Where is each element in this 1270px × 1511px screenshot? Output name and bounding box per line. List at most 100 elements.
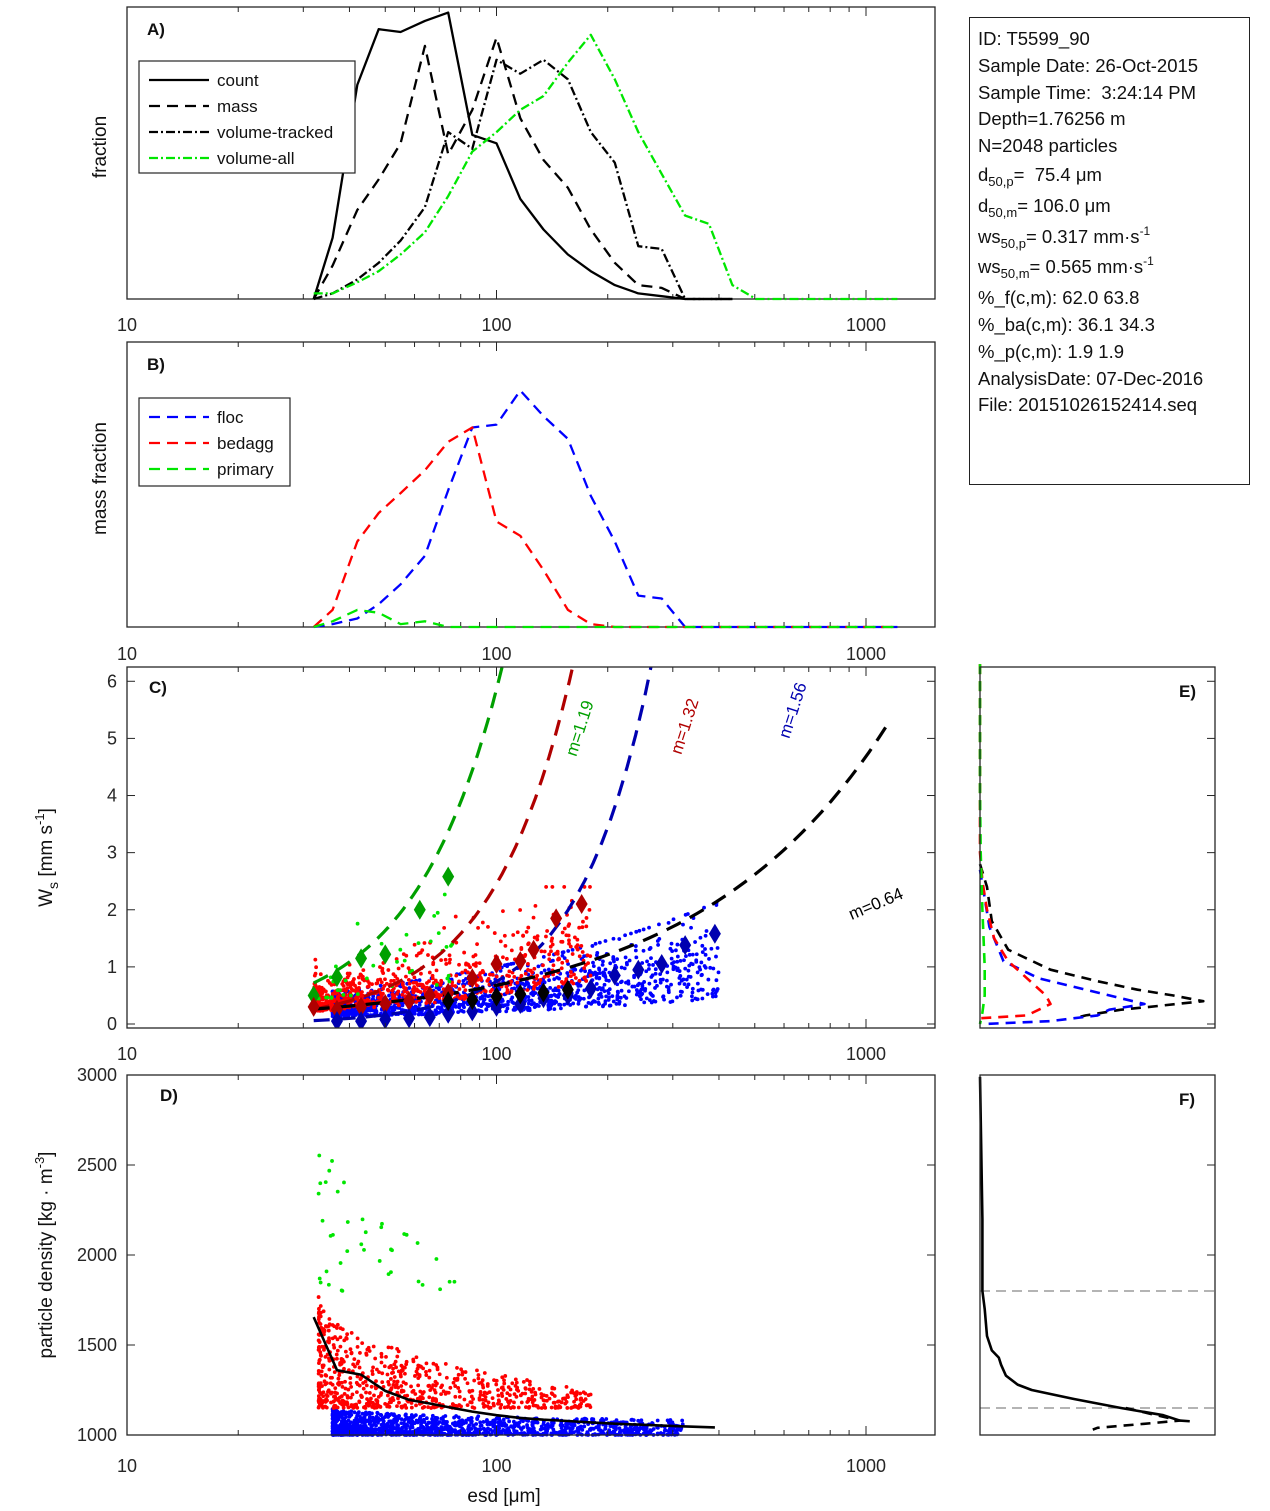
scatter-point-floc: [452, 1423, 457, 1427]
scatter-point-bedagg: [376, 1403, 381, 1408]
scatter-point-bedagg: [457, 962, 461, 967]
scatter-point-bedagg: [560, 939, 565, 944]
scatter-point-floc: [690, 990, 695, 995]
scatter-point-bedagg: [342, 1366, 346, 1371]
legend-label: count: [217, 71, 259, 90]
scatter-point-floc: [689, 925, 693, 930]
scatter-point-floc: [680, 990, 684, 994]
scatter-point-bedagg: [321, 1390, 326, 1395]
scatter-point-bedagg: [463, 1376, 467, 1381]
scatter-point-bedagg: [317, 1390, 322, 1395]
scatter-point-bedagg: [355, 1405, 360, 1410]
scatter-point-floc: [357, 1417, 362, 1422]
scatter-point-floc: [576, 1001, 581, 1006]
scatter-point-floc: [524, 979, 529, 984]
scatter-point-bedagg: [395, 1354, 400, 1359]
scatter-point-floc: [658, 980, 663, 985]
scatter-point-floc: [335, 1428, 340, 1432]
scatter-point-bedagg: [473, 953, 478, 957]
scatter-point-floc: [449, 1429, 454, 1434]
scatter-point-floc: [367, 1410, 372, 1415]
scatter-point-bedagg: [453, 1384, 458, 1388]
profile-line-density-distribution: [978, 1076, 1181, 1422]
scatter-point-floc: [452, 1415, 456, 1420]
scatter-point-bedagg: [379, 1354, 384, 1359]
scatter-point-bedagg: [463, 968, 468, 973]
scatter-point-bedagg: [390, 1371, 394, 1375]
scatter-point-bedagg: [336, 1376, 341, 1381]
scatter-point-floc: [396, 1423, 401, 1428]
scatter-point-bedagg: [343, 996, 348, 1001]
scatter-point-floc: [682, 982, 687, 987]
scatter-point-floc: [488, 998, 493, 1003]
scatter-point-primary: [363, 1230, 368, 1235]
scatter-point-floc: [516, 1424, 521, 1429]
scatter-point-floc: [653, 971, 658, 976]
scatter-point-floc: [483, 993, 488, 998]
binned-mean-marker: [466, 1001, 479, 1022]
scatter-point-floc: [606, 991, 611, 996]
scatter-point-bedagg: [317, 1313, 322, 1318]
scatter-point-floc: [485, 1430, 490, 1435]
scatter-point-floc: [702, 905, 706, 910]
scatter-point-floc: [599, 994, 604, 999]
scatter-point-floc: [369, 1424, 374, 1429]
scatter-point-floc: [648, 991, 653, 996]
scatter-point-bedagg: [524, 929, 529, 934]
scatter-point-bedagg: [448, 957, 452, 962]
scatter-point-bedagg: [480, 920, 485, 925]
binned-mean-marker: [466, 990, 479, 1011]
scatter-point-floc: [371, 1415, 375, 1420]
scatter-point-floc: [643, 988, 647, 993]
scatter-point-bedagg: [584, 1403, 589, 1408]
scatter-point-floc: [587, 1427, 592, 1432]
info-line: N=2048 particles: [978, 135, 1118, 157]
scatter-point-floc: [601, 959, 605, 964]
scatter-point-bedagg: [324, 1324, 329, 1329]
scatter-point-floc: [525, 1432, 530, 1437]
scatter-point-bedagg: [507, 969, 512, 974]
scatter-point-floc: [622, 994, 627, 999]
scatter-point-bedagg: [542, 949, 547, 954]
scatter-point-floc: [550, 958, 555, 963]
scatter-point-bedagg: [402, 985, 406, 990]
scatter-point-floc: [657, 936, 662, 941]
binned-mean-marker: [514, 984, 527, 1005]
scatter-point-floc: [639, 992, 644, 997]
scatter-point-floc: [389, 1419, 394, 1424]
series-line-primary: [313, 608, 898, 629]
scatter-point-bedagg: [372, 1005, 377, 1010]
scatter-point-floc: [647, 963, 651, 967]
scatter-point-floc: [675, 942, 680, 947]
scatter-point-bedagg: [402, 989, 407, 994]
scatter-point-floc: [604, 994, 609, 999]
scatter-point-floc: [423, 1430, 428, 1435]
scatter-point-bedagg: [411, 1359, 416, 1364]
sample-info-box: ID: T5599_90 Sample Date: 26-Oct-2015 Samp…: [969, 17, 1250, 485]
scatter-point-bedagg: [460, 970, 465, 975]
scatter-point-primary: [338, 1261, 343, 1265]
scatter-point-bedagg: [395, 1390, 400, 1395]
scatter-point-floc: [457, 1005, 462, 1010]
scatter-point-floc: [487, 1422, 492, 1427]
scatter-point-floc: [649, 1428, 654, 1433]
scatter-point-bedagg: [509, 979, 514, 984]
scatter-point-bedagg: [530, 1400, 535, 1405]
scatter-point-floc: [410, 1430, 415, 1435]
scatter-point-floc: [611, 936, 616, 941]
scatter-point-bedagg: [498, 939, 503, 944]
scatter-point-floc: [671, 1428, 676, 1433]
scatter-point-primary: [446, 973, 451, 978]
scatter-point-bedagg: [357, 1383, 362, 1388]
scatter-point-floc: [349, 1008, 354, 1012]
scatter-point-bedagg: [336, 994, 340, 999]
fit-label: m=1.19: [562, 698, 598, 758]
scatter-point-bedagg: [457, 987, 462, 991]
scatter-point-bedagg: [422, 941, 427, 945]
scatter-point-floc: [506, 999, 511, 1004]
scatter-point-bedagg: [450, 983, 455, 988]
scatter-point-floc: [458, 1419, 462, 1423]
scatter-point-bedagg: [467, 1389, 472, 1394]
scatter-point-floc: [547, 978, 551, 983]
scatter-point-floc: [615, 989, 620, 994]
